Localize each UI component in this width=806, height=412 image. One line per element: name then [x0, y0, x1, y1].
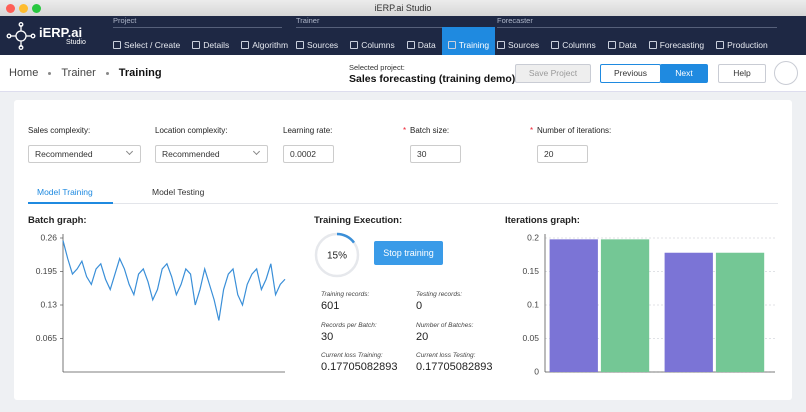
field-label: Batch size:	[410, 126, 450, 135]
brand-sub: Studio	[66, 39, 86, 46]
nav-item[interactable]: Select / Create	[113, 35, 180, 55]
stat-label: Current loss Testing:	[416, 352, 476, 359]
nav-group-label: Forecaster	[497, 16, 777, 28]
nav-item[interactable]: Algorithm	[241, 35, 288, 55]
breadcrumb-current: Training	[118, 67, 162, 79]
field-input[interactable]: Recommended	[28, 145, 141, 163]
field-input[interactable]: Recommended	[155, 145, 268, 163]
tab[interactable]: Model Testing	[152, 187, 205, 197]
stat-label: Testing records:	[416, 291, 463, 298]
logo	[6, 22, 36, 50]
stat-value: 30	[321, 330, 334, 343]
tab-divider	[28, 203, 778, 204]
nav-group-label: Project	[113, 16, 282, 28]
close-button[interactable]	[6, 4, 15, 13]
chart-title: Iterations graph:	[505, 215, 580, 226]
header: Home Trainer Training Selected project: …	[0, 55, 806, 92]
field-label: Location complexity:	[155, 126, 228, 135]
window-title: iERP.ai Studio	[374, 3, 432, 13]
project-label: Selected project:	[349, 63, 405, 72]
nav-group: Trainer Sources Columns Data Training	[296, 16, 496, 55]
nav-item-active[interactable]: Training	[441, 27, 496, 55]
brand-name: iERP.ai	[39, 25, 83, 40]
nav-item[interactable]: Sources	[296, 35, 338, 55]
zoom-button[interactable]	[32, 4, 41, 13]
nav-group-label: Trainer	[296, 16, 489, 28]
project-name: Sales forecasting (training demo)	[349, 73, 516, 85]
breadcrumb[interactable]: Home	[9, 67, 39, 79]
nav-group: Forecaster Sources Columns Data Forecasting…	[497, 16, 777, 55]
stat-value: 20	[416, 330, 429, 343]
field-label: Learning rate:	[283, 126, 333, 135]
nav-group: Project Select / Create Details Algorithm	[113, 16, 288, 55]
breadcrumb[interactable]: Trainer	[61, 67, 96, 79]
tab-active[interactable]: Model Training	[37, 187, 93, 197]
stat-value: 601	[321, 300, 340, 312]
field-label: Sales complexity:	[28, 126, 91, 135]
save-button[interactable]: Save Project	[515, 64, 591, 83]
stat-label: Number of Batches:	[416, 321, 474, 329]
minimize-button[interactable]	[19, 4, 28, 13]
required-mark: *	[530, 126, 534, 135]
stat-value: 0.17705082893	[321, 361, 397, 373]
nav-item[interactable]: Columns	[551, 35, 596, 55]
stat-value: 0.17705082893	[416, 361, 492, 373]
field-input[interactable]: 30	[410, 145, 461, 163]
stat-value: 0	[416, 300, 423, 312]
nav-item[interactable]: Data	[407, 35, 436, 55]
nav-bar: iERP.ai Studio Project Select / Create De…	[0, 16, 806, 55]
field-input[interactable]: 0.0002	[283, 145, 334, 163]
nav-item[interactable]: Sources	[497, 35, 539, 55]
nav-item[interactable]: Data	[608, 35, 637, 55]
field-label: Number of iterations:	[537, 126, 612, 135]
notifications-button[interactable]	[774, 61, 798, 85]
stat-label: Current loss Training:	[321, 352, 383, 359]
stop-button[interactable]: Stop training	[374, 241, 443, 265]
required-mark: *	[403, 126, 407, 135]
stat-label: Training records:	[321, 291, 370, 298]
title-bar: iERP.ai Studio	[0, 0, 806, 16]
stat-label: Records per Batch:	[321, 321, 377, 329]
field-input[interactable]: 20	[537, 145, 588, 163]
nav-item[interactable]: Columns	[350, 35, 395, 55]
nav-item[interactable]: Details	[192, 35, 229, 55]
tab-indicator	[28, 202, 113, 204]
next-button[interactable]: Next	[660, 64, 708, 83]
nav-item[interactable]: Production	[716, 35, 768, 55]
section-title: Training Execution:	[314, 215, 403, 226]
previous-button[interactable]: Previous	[600, 64, 661, 83]
nav-item[interactable]: Forecasting	[649, 35, 704, 55]
breadcrumbs: Home Trainer Training	[9, 67, 162, 79]
chart-title: Batch graph:	[28, 215, 87, 226]
help-button[interactable]: Help	[718, 64, 766, 83]
